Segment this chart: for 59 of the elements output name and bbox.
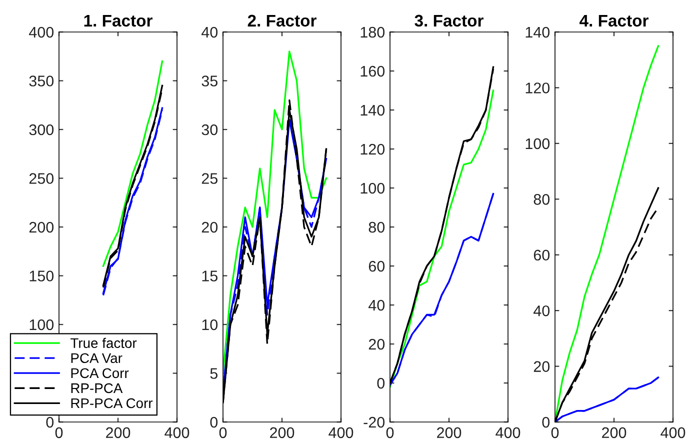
x-tick-label: 0: [386, 427, 394, 438]
y-tick-label: 0: [46, 416, 54, 428]
y-tick-label: 300: [29, 124, 54, 136]
y-tick-label: -20: [364, 416, 385, 428]
y-tick-label: 80: [534, 194, 550, 205]
y-tick-label: 40: [368, 300, 385, 311]
y-tick-label: 20: [368, 338, 385, 350]
x-tick-label: 200: [106, 427, 130, 438]
x-tick-label: 200: [602, 427, 626, 438]
chart-title: 3. Factor: [414, 14, 484, 27]
legend-label: RP-PCA: [71, 383, 123, 394]
x-tick-label: 400: [496, 427, 520, 438]
y-tick-label: 40: [534, 305, 550, 316]
chart-title: 4. Factor: [580, 14, 648, 27]
legend-label: RP-PCA Corr: [71, 398, 153, 408]
y-tick-label: 0: [542, 416, 550, 428]
y-tick-label: 15: [202, 270, 218, 282]
y-tick-label: 120: [526, 82, 550, 94]
y-tick-label: 30: [202, 124, 218, 136]
y-tick-label: 160: [360, 66, 385, 77]
legend-label: True factor: [70, 338, 137, 348]
y-tick-label: 100: [360, 182, 385, 194]
x-tick-label: 200: [270, 427, 294, 438]
y-tick-label: 350: [29, 76, 54, 86]
y-tick-label: 25: [202, 173, 218, 184]
y-tick-label: 60: [534, 250, 550, 261]
y-tick-label: 100: [30, 319, 54, 330]
y-tick-label: 120: [360, 144, 385, 155]
y-tick-label: 140: [526, 26, 550, 38]
y-tick-label: 60: [368, 260, 385, 272]
y-tick-label: 20: [202, 222, 218, 233]
x-tick-label: 400: [660, 427, 686, 438]
x-tick-label: 400: [164, 427, 190, 438]
y-tick-label: 200: [29, 222, 54, 233]
y-tick-label: 20: [534, 361, 550, 372]
x-tick-label: 0: [551, 427, 559, 438]
line-series: [223, 50, 328, 374]
x-tick-label: 200: [437, 427, 462, 438]
x-tick-label: 400: [328, 427, 354, 438]
y-tick-label: 180: [360, 26, 385, 38]
chart-title: 2. Factor: [248, 14, 316, 27]
y-tick-label: 100: [526, 138, 550, 150]
legend-label: PCA Corr: [71, 368, 129, 378]
y-tick-label: 5: [210, 368, 218, 379]
line-series: [102, 60, 164, 267]
y-tick-label: 150: [30, 270, 54, 282]
y-tick-label: 40: [202, 26, 218, 38]
x-tick-label: 0: [55, 427, 63, 438]
x-tick-label: 0: [219, 427, 227, 438]
y-tick-label: 35: [202, 76, 218, 86]
y-tick-label: 10: [202, 319, 218, 330]
y-tick-label: 0: [377, 378, 385, 389]
y-tick-label: 80: [368, 222, 385, 233]
y-tick-label: 140: [360, 104, 385, 116]
y-tick-label: 400: [29, 26, 54, 38]
chart-title: 1. Factor: [84, 14, 152, 27]
legend-label: PCA Var: [71, 353, 122, 364]
y-tick-label: 0: [210, 416, 218, 428]
y-tick-label: 250: [29, 173, 54, 184]
